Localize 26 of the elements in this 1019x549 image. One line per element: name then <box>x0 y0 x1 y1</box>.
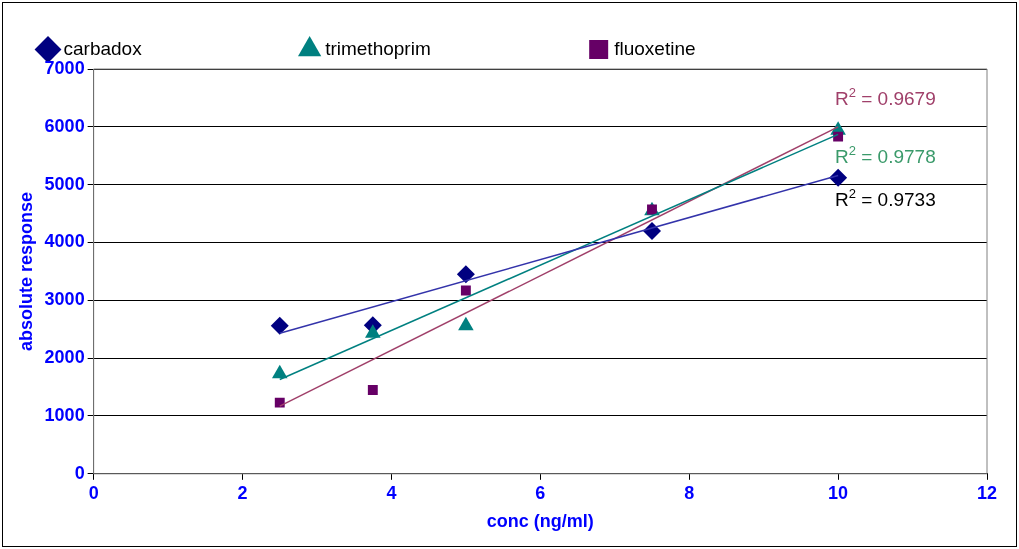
point <box>367 385 378 395</box>
point <box>829 168 848 187</box>
y-tick-label: 1000 <box>44 404 85 425</box>
point <box>270 316 289 335</box>
y-axis-title: absolute response <box>15 191 36 351</box>
x-tick-label: 4 <box>386 482 397 503</box>
legend-label: trimethoprim <box>325 37 563 59</box>
x-tick-label: 0 <box>88 482 99 503</box>
y-tick-label: 5000 <box>44 173 85 194</box>
x-tick-label: 6 <box>535 482 546 503</box>
point <box>456 265 475 284</box>
x-tick-label: 8 <box>684 482 695 503</box>
legend-label: carbadox <box>63 37 274 59</box>
point <box>833 131 844 142</box>
point <box>460 285 471 296</box>
legend-label: fluoxetine <box>614 37 828 59</box>
y-tick-label: 2000 <box>44 347 85 368</box>
y-tick-label: 0 <box>74 462 85 483</box>
y-tick-label: 3000 <box>44 289 85 310</box>
y-tick-label: 4000 <box>44 231 85 252</box>
y-tick-label: 7000 <box>44 57 85 78</box>
x-tick-label: 12 <box>976 482 998 503</box>
y-tick-label: 6000 <box>44 115 85 136</box>
x-tick-label: 10 <box>828 482 849 503</box>
x-tick-label: 2 <box>237 482 248 503</box>
x-axis-title: conc (ng/ml) <box>486 511 594 532</box>
